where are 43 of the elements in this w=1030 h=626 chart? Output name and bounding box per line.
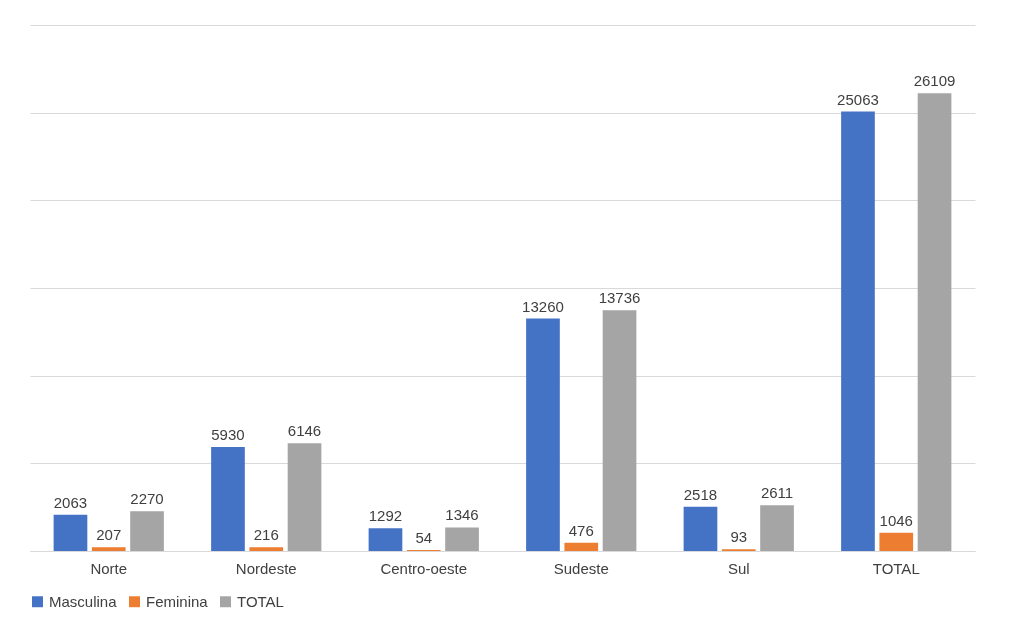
data-label: 1346 [445, 506, 479, 524]
bar [879, 532, 914, 551]
data-label: 216 [253, 526, 279, 544]
bar [91, 547, 126, 551]
x-tick-label: Nordeste [235, 559, 297, 577]
bar [445, 527, 479, 551]
x-tick-label: Centro-oeste [380, 559, 468, 577]
bar [683, 506, 718, 551]
x-tick-label: Sul [727, 559, 750, 577]
bar [760, 505, 794, 551]
bar [602, 310, 637, 551]
bar [249, 547, 284, 551]
data-label: 1046 [879, 511, 913, 529]
data-label: 207 [96, 526, 122, 544]
data-label: 6146 [287, 422, 322, 440]
legend-label: Feminina [146, 592, 209, 610]
data-label: 2518 [683, 485, 718, 503]
data-label: 2611 [760, 484, 794, 502]
data-label: 93 [730, 528, 748, 546]
data-label: 476 [568, 521, 594, 539]
legend-label: TOTAL [237, 592, 284, 610]
data-label: 1292 [368, 507, 403, 525]
data-label: 25063 [837, 90, 879, 108]
data-label: 5930 [211, 426, 245, 444]
data-label: 2063 [53, 493, 88, 511]
bar [841, 111, 875, 551]
data-label: 26109 [913, 72, 956, 90]
x-tick-label: Sudeste [553, 559, 609, 577]
data-label: 13736 [598, 289, 641, 307]
bar [564, 542, 599, 551]
data-label: 13260 [522, 297, 564, 315]
bar [287, 443, 322, 551]
bar [130, 511, 164, 551]
bar [917, 93, 952, 551]
legend-label: Masculina [49, 592, 118, 610]
bar [53, 514, 88, 551]
bar [211, 447, 245, 551]
bar [526, 318, 560, 551]
x-tick-label: TOTAL [872, 559, 920, 577]
data-label: 54 [415, 529, 433, 547]
bar [368, 528, 403, 551]
data-label: 2270 [130, 490, 164, 508]
x-tick-label: Norte [90, 559, 128, 577]
